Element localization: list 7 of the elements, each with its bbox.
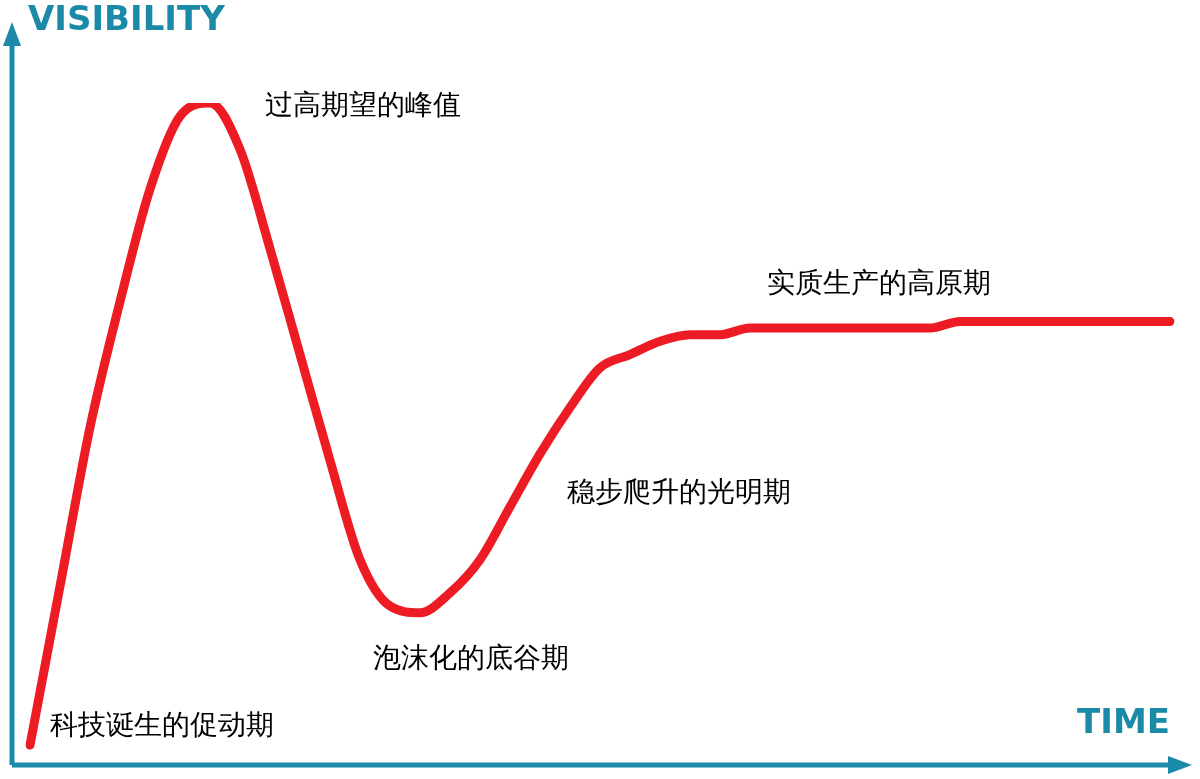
- annotation: 泡沫化的底谷期: [373, 641, 569, 675]
- annotation: 稳步爬升的光明期: [567, 475, 791, 509]
- annotation: 过高期望的峰值: [265, 88, 461, 122]
- x-axis-title: TIME: [1077, 701, 1170, 741]
- y-axis-title: VISIBILITY: [28, 0, 226, 38]
- annotation: 科技诞生的促动期: [50, 708, 274, 742]
- annotation: 实质生产的高原期: [767, 266, 991, 300]
